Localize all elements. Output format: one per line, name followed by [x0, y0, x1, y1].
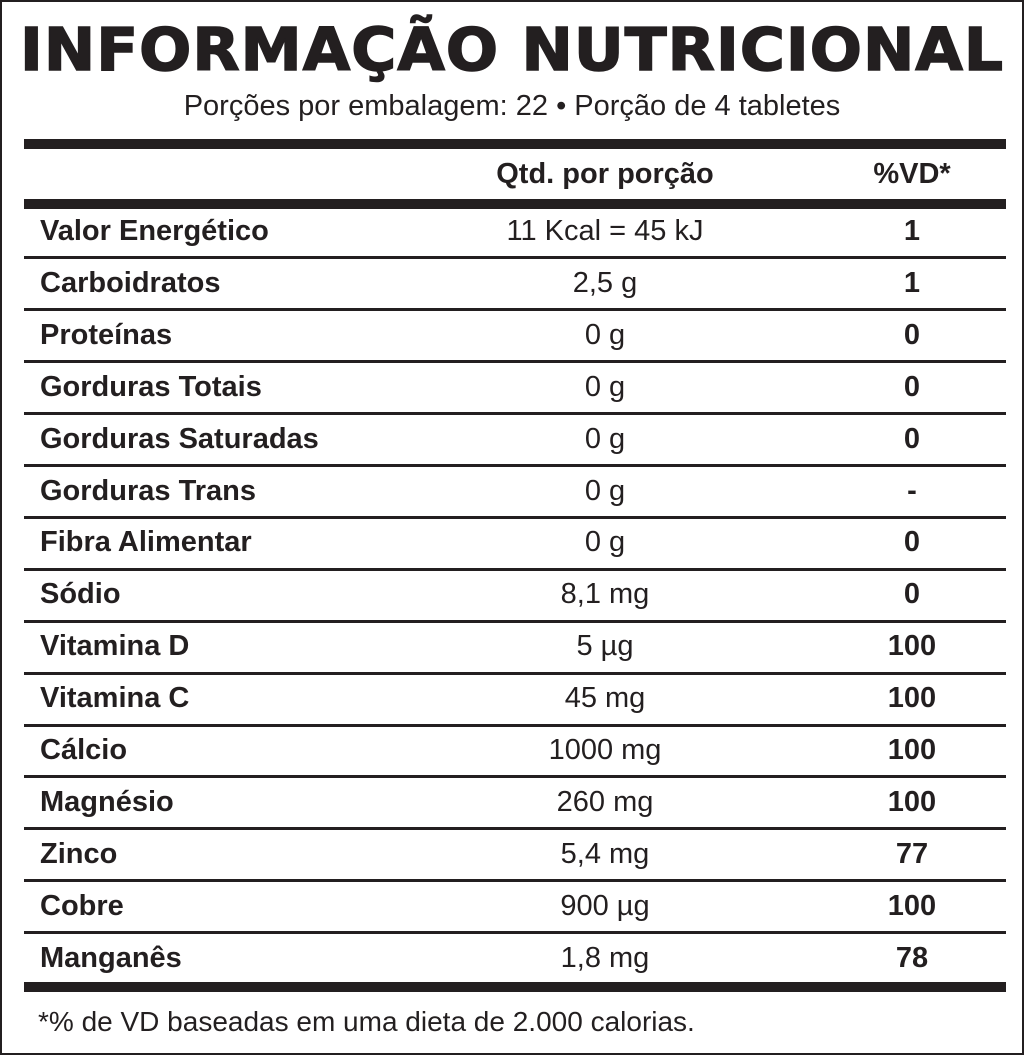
nutrient-vd: 100 [887, 630, 937, 663]
row-divider [24, 671, 1006, 675]
nutrient-name: Magnésio [40, 785, 174, 818]
nutrient-name: Fibra Alimentar [40, 526, 252, 559]
nutrient-qty: 5 µg [576, 630, 634, 663]
nutrient-vd: 1 [903, 266, 921, 299]
nutrient-name: Manganês [40, 941, 182, 974]
nutrient-name: Proteínas [40, 318, 173, 351]
row-divider [24, 723, 1006, 727]
nutrient-vd: 100 [887, 785, 937, 818]
nutrient-vd: 78 [895, 941, 929, 974]
nutrient-vd: 1 [903, 215, 921, 247]
nutrient-qty: 45 mg [564, 682, 646, 715]
row-divider [24, 879, 1006, 883]
row-divider [24, 827, 1006, 831]
nutrient-qty: 0 g [584, 474, 626, 507]
nutrient-qty: 1,8 mg [560, 941, 650, 974]
nutrient-name: Sódio [40, 578, 121, 611]
row-divider [24, 931, 1006, 935]
nutrient-qty: 2,5 g [572, 266, 638, 299]
nutrient-vd: 100 [887, 734, 937, 766]
row-divider [24, 515, 1006, 519]
row-divider [24, 775, 1006, 779]
nutrient-qty: 0 g [584, 370, 626, 403]
divider-bottom [24, 982, 1006, 992]
nutrient-name: Gorduras Totais [40, 370, 262, 403]
nutrient-vd: 0 [903, 370, 921, 403]
nutrient-qty: 5,4 mg [560, 837, 650, 870]
nutrient-qty: 900 µg [560, 889, 650, 922]
nutrient-qty: 0 g [584, 318, 626, 351]
nutrient-qty: 0 g [584, 422, 626, 455]
nutrient-vd: 0 [903, 578, 921, 611]
nutrient-name: Zinco [40, 837, 118, 870]
row-divider [24, 256, 1006, 260]
divider-header [24, 199, 1006, 209]
nutrient-name: Cobre [40, 889, 124, 922]
row-divider [24, 567, 1006, 571]
nutrient-name: Cálcio [40, 734, 128, 766]
divider-top [24, 139, 1006, 149]
label-subtitle: Porções por embalagem: 22 • Porção de 4 … [183, 90, 841, 122]
nutrient-qty: 8,1 mg [560, 578, 650, 611]
nutrient-qty: 0 g [584, 526, 626, 559]
row-divider [24, 360, 1006, 364]
nutrient-qty: 11 Kcal = 45 kJ [506, 215, 704, 247]
nutrient-vd: 0 [903, 422, 921, 455]
label-title: INFORMAÇÃO NUTRICIONAL [19, 14, 1005, 85]
nutrient-qty: 260 mg [556, 785, 654, 818]
nutrient-name: Vitamina D [40, 630, 190, 663]
row-divider [24, 464, 1006, 467]
nutrient-name: Vitamina C [40, 682, 190, 715]
nutrient-vd: 0 [903, 318, 921, 351]
row-divider [24, 619, 1006, 623]
nutrient-name: Valor Energético [40, 215, 269, 247]
nutrient-vd: 100 [887, 682, 937, 715]
column-header-qty: Qtd. por porção [496, 158, 714, 190]
nutrient-name: Gorduras Trans [40, 474, 256, 507]
row-divider [24, 308, 1006, 312]
nutrient-name: Carboidratos [40, 266, 221, 299]
nutrient-name: Gorduras Saturadas [40, 422, 319, 455]
column-header-vd: %VD* [873, 158, 951, 190]
nutrient-vd: 77 [895, 837, 929, 870]
nutrient-vd: 0 [903, 526, 921, 559]
nutrient-qty: 1000 mg [548, 734, 662, 766]
nutrient-vd: 100 [887, 889, 937, 922]
footnote: *% de VD baseadas em uma dieta de 2.000 … [38, 1006, 695, 1037]
nutrient-vd: - [907, 474, 917, 507]
row-divider [24, 412, 1006, 416]
